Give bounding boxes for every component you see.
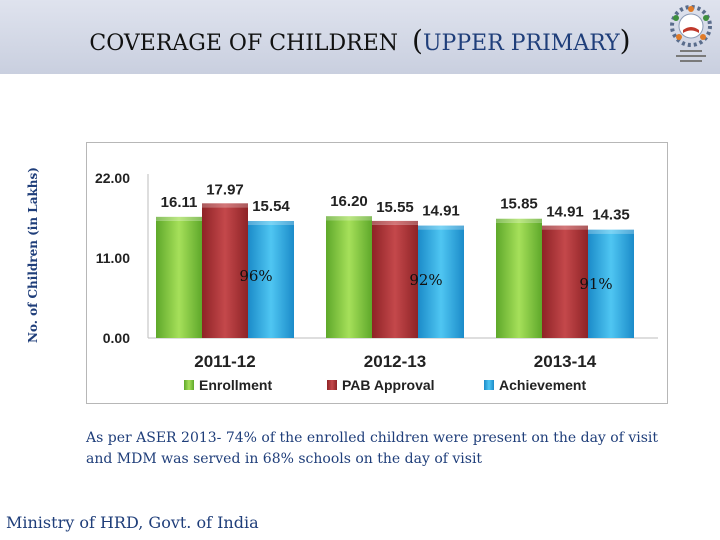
bar-achievement <box>418 229 464 338</box>
legend-label-pab-approval: PAB Approval <box>342 377 435 393</box>
title-part-sub: UPPER PRIMARY <box>422 31 620 56</box>
y-tick-label: 11.00 <box>96 250 130 266</box>
data-label-pab-approval: 15.55 <box>376 199 414 216</box>
bar-enrollment <box>156 220 202 338</box>
data-label-pab-approval: 17.97 <box>206 181 244 198</box>
slide-title: COVERAGE OF CHILDREN (UPPER PRIMARY) <box>0 24 720 57</box>
data-label-achievement: 14.35 <box>592 207 630 224</box>
footer-ministry: Ministry of HRD, Govt. of India <box>6 513 259 532</box>
header-banner: COVERAGE OF CHILDREN (UPPER PRIMARY) <box>0 0 720 74</box>
y-axis-title: No. of Children (in Lakhs) <box>26 167 40 343</box>
legend-label-achievement: Achievement <box>499 377 586 393</box>
bar-top-pab-approval <box>202 203 248 208</box>
data-label-achievement: 14.91 <box>422 203 460 220</box>
percent-annotation: 91% <box>579 275 612 293</box>
legend-swatch-achievement <box>484 380 494 390</box>
data-label-achievement: 15.54 <box>252 198 290 215</box>
bar-enrollment <box>496 222 542 338</box>
y-tick-label: 22.00 <box>95 170 130 186</box>
bar-top-pab-approval <box>542 225 588 230</box>
legend-swatch-pab-approval <box>327 380 337 390</box>
bar-top-achievement <box>418 225 464 230</box>
data-label-enrollment: 16.20 <box>330 193 368 210</box>
bar-pab-approval <box>372 224 418 338</box>
data-label-pab-approval: 14.91 <box>546 204 584 221</box>
bar-top-enrollment <box>156 216 202 221</box>
legend-label-enrollment: Enrollment <box>199 377 272 393</box>
x-tick-label: 2013-14 <box>534 352 597 371</box>
percent-annotation: 96% <box>239 267 272 285</box>
title-part-main: COVERAGE OF CHILDREN <box>89 31 399 56</box>
bar-top-achievement <box>588 229 634 234</box>
bar-achievement <box>248 224 294 338</box>
data-label-enrollment: 16.11 <box>161 194 198 211</box>
legend-swatch-enrollment <box>184 380 194 390</box>
bar-top-enrollment <box>496 218 542 223</box>
percent-annotation: 92% <box>409 271 442 289</box>
bar-top-pab-approval <box>372 220 418 225</box>
data-label-enrollment: 15.85 <box>500 196 538 213</box>
bar-enrollment <box>326 220 372 338</box>
bar-achievement <box>588 233 634 338</box>
title-paren-close: ) <box>619 24 631 57</box>
title-paren-open: ( <box>412 24 423 57</box>
x-tick-label: 2012-13 <box>364 352 426 371</box>
bar-top-achievement <box>248 220 294 225</box>
aser-note: As per ASER 2013- 74% of the enrolled ch… <box>86 430 659 467</box>
bar-pab-approval <box>202 207 248 338</box>
x-tick-label: 2011-12 <box>194 352 255 371</box>
coverage-bar-chart: 0.00 11.00 22.00 16.11 17.97 15.54 2011-12 96% 1… <box>95 170 658 393</box>
mdm-emblem-icon <box>670 5 712 62</box>
bar-pab-approval <box>542 229 588 338</box>
y-tick-label: 0.00 <box>103 330 130 346</box>
bar-top-enrollment <box>326 216 372 221</box>
